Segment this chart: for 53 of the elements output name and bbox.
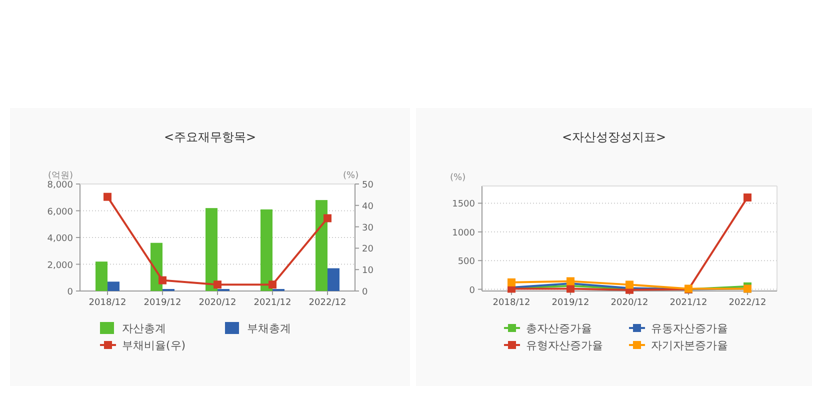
- point: [508, 278, 516, 286]
- x-tick-label: 2018/12: [492, 298, 530, 308]
- y2-tick-label: 20: [362, 244, 374, 255]
- y2-axis-title: (%): [343, 171, 359, 181]
- x-tick-label: 2020/12: [198, 298, 236, 308]
- y-tick-label: 2,000: [47, 260, 74, 271]
- y2-tick-label: 10: [362, 266, 374, 276]
- bar: [328, 268, 340, 291]
- bar: [260, 209, 272, 291]
- y-tick-label: 6,000: [47, 207, 74, 218]
- y-axis-title: (억원): [48, 171, 74, 181]
- x-tick-label: 2019/12: [552, 298, 590, 308]
- legend-label: 총자산증가율: [526, 322, 592, 335]
- point: [268, 280, 276, 289]
- chart-title: <자산성장성지표>: [562, 130, 666, 144]
- y-axis-title: (%): [450, 173, 466, 183]
- x-tick-label: 2022/12: [728, 298, 766, 308]
- legend-label: 부채총계: [247, 322, 291, 335]
- x-tick-label: 2021/12: [670, 298, 708, 308]
- x-tick-label: 2018/12: [88, 298, 126, 308]
- y-tick-label: 1500: [452, 200, 476, 210]
- legend-label: 유형자산증가율: [526, 339, 603, 352]
- point: [626, 280, 634, 289]
- y-tick-label: 0: [469, 286, 476, 296]
- y2-tick-label: 40: [362, 202, 374, 212]
- x-tick-label: 2019/12: [144, 298, 182, 308]
- point: [158, 276, 166, 284]
- bar: [206, 208, 218, 291]
- legend-label: 부채비율(우): [122, 339, 186, 352]
- legend-label: 유동자산증가율: [651, 322, 728, 335]
- y2-tick-label: 0: [362, 288, 368, 298]
- point: [104, 192, 112, 201]
- x-tick-label: 2021/12: [254, 298, 292, 308]
- bar: [316, 200, 328, 291]
- point: [744, 193, 752, 202]
- y-tick-label: 500: [458, 257, 476, 268]
- y-tick-label: 0: [67, 288, 74, 298]
- y-tick-label: 4,000: [47, 234, 74, 244]
- chart-title: <주요재무항목>: [164, 130, 256, 144]
- point: [324, 214, 332, 222]
- x-tick-label: 2022/12: [308, 298, 346, 308]
- bar: [96, 262, 108, 291]
- point: [566, 277, 574, 286]
- x-tick-label: 2020/12: [610, 298, 648, 308]
- y-tick-label: 1000: [452, 228, 476, 238]
- y2-tick-label: 30: [362, 223, 374, 234]
- y2-tick-label: 50: [362, 180, 374, 190]
- legend-label: 자산총계: [122, 322, 166, 335]
- bar: [108, 282, 120, 291]
- point: [566, 284, 574, 293]
- legend-label: 자기자본증가율: [651, 339, 728, 352]
- y-tick-label: 8,000: [47, 180, 74, 190]
- point: [214, 280, 222, 289]
